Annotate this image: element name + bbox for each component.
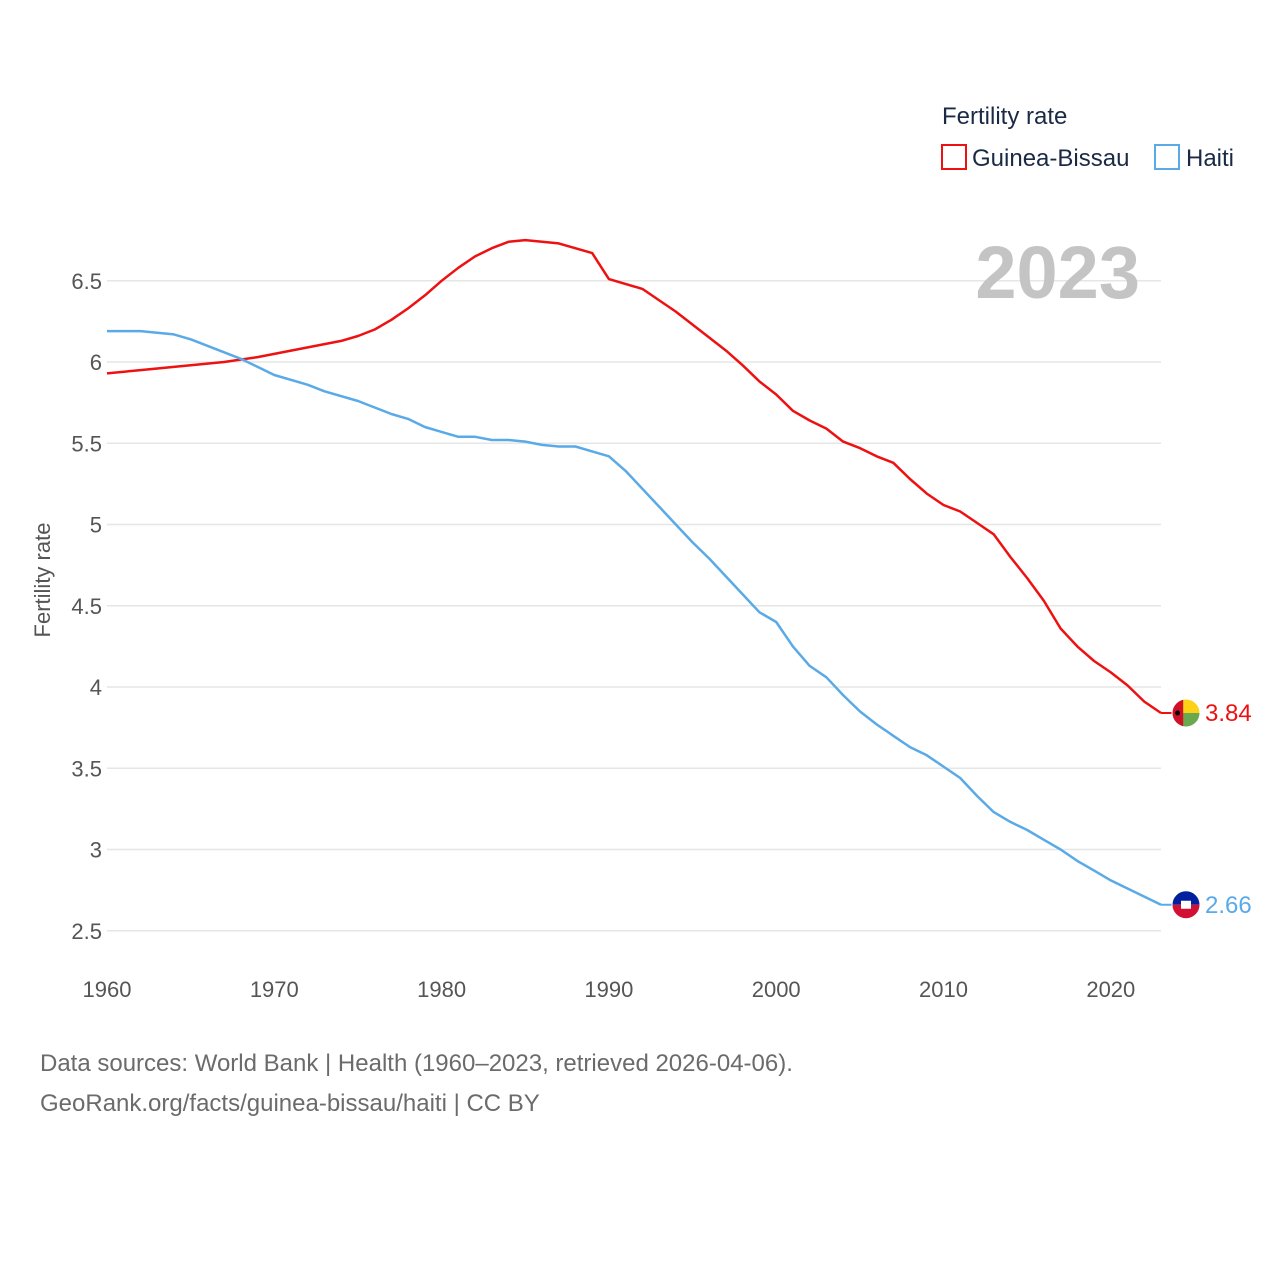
x-tick-label: 1970: [250, 977, 299, 1002]
legend-title: Fertility rate: [942, 103, 1067, 130]
data-source-footer: Data sources: World Bank | Health (1960–…: [40, 1044, 793, 1124]
legend-swatch-haiti[interactable]: [1154, 144, 1180, 170]
y-axis-ticks: 2.5 3 3.5 4 4.5 5 5.5 6 6.5: [71, 269, 102, 944]
x-tick-label: 1960: [83, 977, 132, 1002]
legend-swatch-guinea-bissau[interactable]: [941, 144, 967, 170]
y-tick-label: 6.5: [71, 269, 102, 294]
data-source-text: Data sources: World Bank | Health (1960–…: [40, 1050, 793, 1077]
end-value-label-haiti: 2.66: [1205, 892, 1252, 919]
x-tick-label: 2000: [752, 977, 801, 1002]
current-year-label: 2023: [975, 231, 1140, 314]
x-axis-ticks: 1960 1970 1980 1990 2000 2010 2020: [83, 977, 1136, 1002]
flag-icon-haiti: [1171, 890, 1201, 920]
y-tick-label: 3: [90, 838, 102, 863]
flag-icon-guinea-bissau: [1171, 698, 1201, 728]
source-url-text[interactable]: GeoRank.org/facts/guinea-bissau/haiti | …: [40, 1090, 540, 1117]
end-value-label-guinea-bissau: 3.84: [1205, 700, 1252, 727]
series-endpoints: 3.84 2.66: [1161, 698, 1252, 920]
series: [106, 238, 1162, 906]
y-tick-label: 2.5: [71, 919, 102, 944]
series-line-guinea-bissau[interactable]: [106, 238, 1162, 715]
gridlines: [107, 280, 1161, 932]
y-tick-label: 6: [90, 350, 102, 375]
legend: Fertility rate Guinea-Bissau Haiti: [941, 103, 1234, 172]
series-line-haiti[interactable]: [107, 329, 1162, 906]
legend-label-guinea-bissau[interactable]: Guinea-Bissau: [972, 145, 1129, 172]
y-tick-label: 5.5: [71, 431, 102, 456]
x-tick-label: 2020: [1086, 977, 1135, 1002]
x-tick-label: 1990: [584, 977, 633, 1002]
legend-label-haiti[interactable]: Haiti: [1186, 145, 1234, 172]
x-tick-label: 2010: [919, 977, 968, 1002]
y-tick-label: 4.5: [71, 594, 102, 619]
y-tick-label: 4: [90, 675, 102, 700]
y-tick-label: 5: [90, 513, 102, 538]
x-tick-label: 1980: [417, 977, 466, 1002]
line-chart: 2.5 3 3.5 4 4.5 5 5.5 6 6.5 1960 1970 1980 1990 2000…: [30, 103, 1252, 1002]
y-axis-label: Fertility rate: [30, 523, 55, 638]
y-tick-label: 3.5: [71, 756, 102, 781]
